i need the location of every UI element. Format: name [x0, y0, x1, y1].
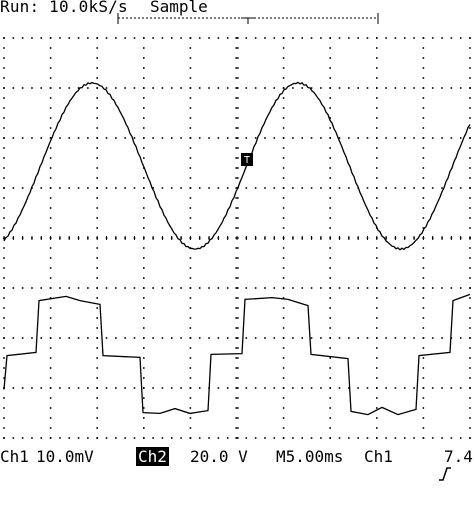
trigger-marker[interactable]: T [241, 153, 253, 166]
ch1-label[interactable]: Ch1 [0, 447, 29, 466]
timebase[interactable]: M5.00ms [276, 447, 344, 466]
trigger-source[interactable]: Ch1 [364, 447, 393, 466]
trigger-level[interactable]: 7.4 [444, 447, 473, 466]
ch2-label[interactable]: Ch2 [136, 447, 169, 466]
acquisition-mode: Sample [150, 0, 208, 16]
graticule [3, 37, 471, 439]
ch1-scale[interactable]: 10.0mV [36, 447, 94, 466]
record-view-bar [117, 13, 379, 24]
svg-text:T: T [244, 155, 250, 166]
settings-bar: Ch1 10.0mV Ch2 20.0 V M5.00ms Ch1 7.4 [0, 444, 474, 481]
scope-display[interactable]: T [0, 0, 474, 474]
ch2-square-waveform [3, 293, 471, 416]
status-bar: Run: 10.0kS/s Sample [0, 0, 474, 26]
run-status: Run: 10.0kS/s [0, 0, 128, 16]
ch2-scale[interactable]: 20.0 V [190, 447, 248, 466]
ch1-sine-waveform [3, 81, 471, 251]
